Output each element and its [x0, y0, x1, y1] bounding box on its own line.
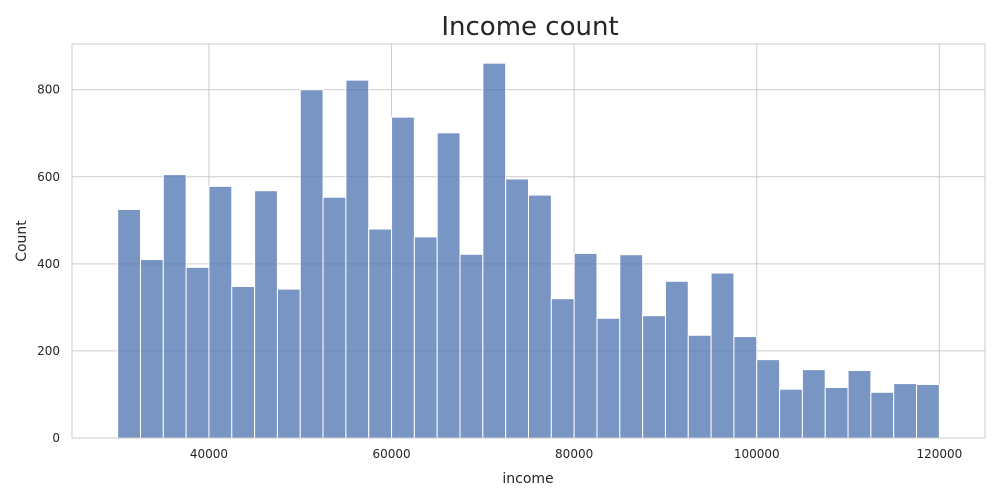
chart-title: Income count	[441, 12, 618, 42]
histogram-bar	[117, 208, 141, 439]
histogram-bar	[231, 285, 256, 439]
x-tick-label: 80000	[555, 447, 593, 461]
x-tick-label: 40000	[190, 447, 228, 461]
histogram-bar	[642, 315, 666, 439]
histogram-bar	[550, 298, 575, 439]
histogram-bar	[436, 132, 461, 439]
y-tick-label: 600	[37, 170, 60, 184]
histogram-bar	[596, 317, 621, 439]
histogram-bar	[847, 370, 872, 439]
histogram-bar	[505, 178, 529, 439]
y-axis-ticks: 0 200 400 600 800	[37, 83, 60, 445]
histogram-bar	[185, 266, 210, 439]
histogram-bar	[870, 391, 895, 439]
y-tick-label: 800	[37, 83, 60, 97]
histogram-bar	[710, 272, 735, 439]
histogram-bar	[254, 190, 278, 439]
histogram-bar	[162, 174, 187, 439]
histogram-bar	[573, 252, 598, 439]
histogram-bar	[413, 236, 438, 439]
histogram-bar	[139, 259, 164, 439]
histogram-bar	[824, 386, 849, 439]
histogram-bars	[117, 62, 940, 439]
histogram-bar	[322, 196, 347, 439]
histogram-bar	[893, 383, 918, 439]
histogram-bar	[733, 336, 758, 439]
y-axis-label: Count	[14, 220, 30, 262]
histogram-bar	[916, 383, 940, 439]
histogram-bar	[482, 62, 507, 439]
y-tick-label: 200	[37, 344, 60, 358]
histogram-bar	[208, 185, 233, 439]
histogram-bar	[459, 253, 484, 439]
y-tick-label: 400	[37, 257, 60, 271]
plot-frame	[71, 43, 986, 439]
histogram-bar	[276, 288, 301, 439]
histogram-bar	[528, 194, 552, 439]
histogram-bar	[801, 369, 826, 439]
x-tick-label: 120000	[916, 447, 962, 461]
histogram-bar	[687, 334, 712, 439]
histogram-bar	[391, 116, 415, 439]
histogram-bar	[345, 79, 370, 439]
x-tick-label: 100000	[734, 447, 780, 461]
y-tick-label: 0	[52, 431, 60, 445]
x-tick-label: 60000	[372, 447, 410, 461]
x-axis-label: income	[502, 471, 553, 487]
histogram-bar	[368, 228, 393, 439]
x-axis-ticks: 40000 60000 80000 100000 120000	[190, 447, 962, 461]
histogram-bar	[619, 254, 644, 439]
histogram-bar	[779, 388, 803, 439]
histogram-bar	[664, 280, 689, 439]
histogram-bar	[756, 359, 781, 439]
histogram-bar	[299, 89, 324, 439]
